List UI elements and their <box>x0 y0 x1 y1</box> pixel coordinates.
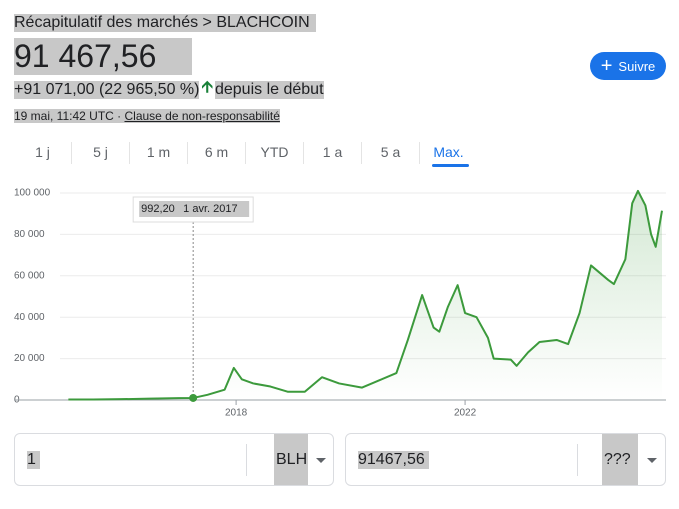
range-tab[interactable]: 1 a <box>304 142 362 164</box>
y-tick-label: 20 000 <box>14 353 45 364</box>
tooltip-point <box>189 393 198 402</box>
separator <box>246 444 247 476</box>
price: 91 467,56 <box>14 38 193 75</box>
tooltip-value: 992,20 <box>141 203 175 215</box>
change-value: +91 071,00 (22 965,50 %) <box>14 80 200 99</box>
x-tick-label: 2022 <box>454 408 477 419</box>
follow-button[interactable]: + Suivre <box>590 52 666 80</box>
dropdown-arrow[interactable] <box>647 458 657 463</box>
change-row: +91 071,00 (22 965,50 %) 🡩 depuis le déb… <box>14 76 324 103</box>
y-tick-label: 100 000 <box>14 188 51 199</box>
timestamp: 19 mai, 11:42 UTC · <box>14 109 125 123</box>
tooltip-highlight <box>139 201 250 217</box>
converter-right[interactable]: 91467,56 ??? <box>345 433 666 486</box>
disclaimer-link[interactable]: Clause de non-responsabilité <box>124 109 280 123</box>
price-line <box>68 189 663 401</box>
right-unit[interactable]: ??? <box>602 434 638 485</box>
y-tick-label: 80 000 <box>14 229 45 240</box>
range-tab[interactable]: 5 a <box>362 142 420 164</box>
range-tab[interactable]: 1 m <box>130 142 188 164</box>
range-tab[interactable]: 5 j <box>72 142 130 164</box>
area-fill <box>68 190 662 400</box>
left-amount[interactable]: 1 <box>27 451 40 469</box>
dropdown-arrow[interactable] <box>316 458 326 463</box>
timestamp-row: 19 mai, 11:42 UTC · Clause de non-respon… <box>14 109 280 123</box>
y-tick-label: 40 000 <box>14 312 45 323</box>
up-arrow: 🡩 <box>199 76 215 103</box>
plus-icon: + <box>600 55 613 77</box>
range-tab[interactable]: 6 m <box>188 142 246 164</box>
tooltip-date: 1 avr. 2017 <box>183 203 237 215</box>
range-tab[interactable]: 1 j <box>14 142 72 164</box>
y-tick-label: 60 000 <box>14 270 45 281</box>
separator <box>577 444 578 476</box>
converter-left[interactable]: 1 BLH <box>14 433 334 486</box>
breadcrumb-title[interactable]: Récapitulatif des marchés > BLACHCOIN <box>14 14 316 32</box>
range-tab[interactable]: Max. <box>420 142 477 167</box>
x-tick-label: 2018 <box>225 408 248 419</box>
right-amount[interactable]: 91467,56 <box>358 451 429 469</box>
change-suffix: depuis le début <box>214 80 324 99</box>
left-unit[interactable]: BLH <box>274 434 308 485</box>
follow-label: Suivre <box>618 58 656 74</box>
range-tab[interactable]: YTD <box>246 142 304 164</box>
